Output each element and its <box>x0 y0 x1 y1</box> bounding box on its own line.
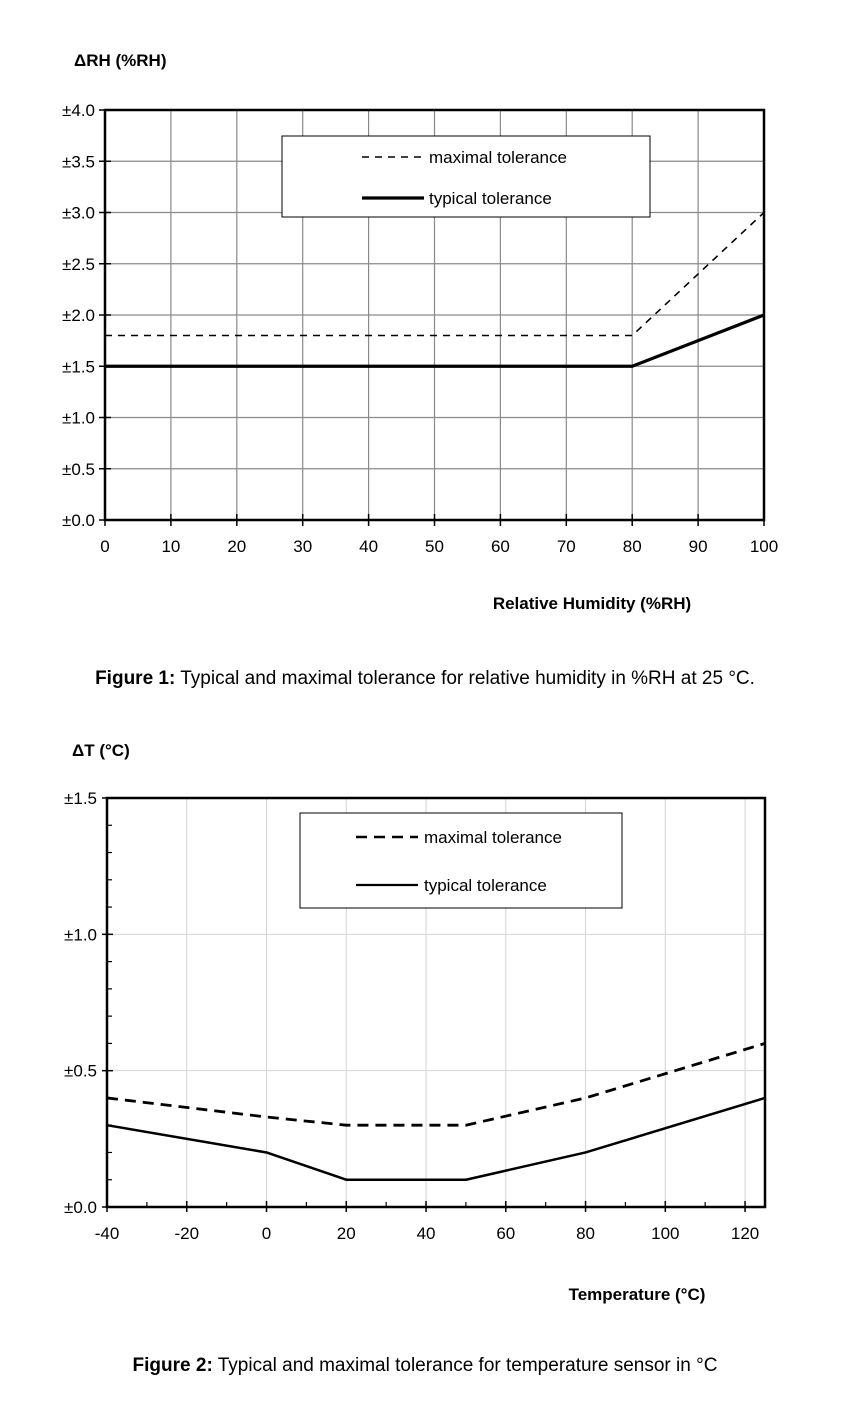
y-tick-label: ±2.5 <box>62 255 95 274</box>
x-tick-label: 0 <box>262 1224 271 1243</box>
y-tick-label: ±4.0 <box>62 101 95 120</box>
y-tick-label: ±0.0 <box>62 511 95 530</box>
figure-2-legend: maximal tolerance typical tolerance <box>299 812 623 909</box>
x-tick-label: 70 <box>557 537 576 556</box>
y-tick-label: ±0.5 <box>64 1062 97 1081</box>
typical-tolerance-line <box>105 313 765 368</box>
figure-1-legend: maximal tolerance typical tolerance <box>281 135 651 218</box>
figure-2-y-ticks: ±0.0 ±0.5 ±1.0 ±1.5 <box>64 789 113 1217</box>
x-tick-label: 60 <box>496 1224 515 1243</box>
figure-1-series <box>105 211 765 368</box>
y-tick-label: ±0.5 <box>62 460 95 479</box>
figure-1-x-ticks: 0 10 20 30 40 50 60 70 80 90 100 <box>100 514 778 556</box>
x-tick-label: -20 <box>174 1224 199 1243</box>
figure-2-legend-typical-label: typical tolerance <box>424 876 547 895</box>
figure-1-legend-box <box>281 135 651 218</box>
figure-2-caption: Figure 2: Typical and maximal tolerance … <box>0 1355 850 1377</box>
y-tick-label: ±3.0 <box>62 204 95 223</box>
figure-2-caption-text: Typical and maximal tolerance for temper… <box>212 1355 718 1376</box>
x-tick-label: 50 <box>425 537 444 556</box>
figure-1-chart: ΔRH (%RH) ±0.0 ±0.5 ±1.0 ±1.5 ±2.0 ±2.5 ±3.0 ±3… <box>62 51 778 613</box>
x-tick-label: 20 <box>337 1224 356 1243</box>
figure-2-caption-label: Figure 2: <box>132 1355 213 1376</box>
y-tick-label: ±1.0 <box>62 409 95 428</box>
figure-2-plot-frame <box>105 796 767 1209</box>
figure-2-y-axis-title: ΔT (°C) <box>72 741 130 760</box>
x-tick-label: 100 <box>750 537 778 556</box>
figure-2-chart: ΔT (°C) ±0.0 ±0.5 ±1.0 ±1.5 -40 -20 0 20 40 60 80… <box>64 741 767 1304</box>
y-tick-label: ±0.0 <box>64 1198 97 1217</box>
maximal-tolerance-line <box>106 1042 766 1127</box>
figure-1-y-axis-title: ΔRH (%RH) <box>74 51 167 70</box>
figure-1-caption: Figure 1: Typical and maximal tolerance … <box>0 668 850 690</box>
figure-2-x-ticks: -40 -20 0 20 40 60 80 100 120 <box>95 1201 759 1243</box>
typical-tolerance-line <box>106 1096 766 1181</box>
x-tick-label: 20 <box>227 537 246 556</box>
y-tick-label: ±1.5 <box>64 789 97 808</box>
figure-2-legend-maximal-label: maximal tolerance <box>424 828 562 847</box>
maximal-tolerance-line <box>105 211 765 337</box>
figure-2-legend-box <box>299 812 623 909</box>
figure-1-y-ticks: ±0.0 ±0.5 ±1.0 ±1.5 ±2.0 ±2.5 ±3.0 ±3.5 ±4.0 <box>62 101 111 530</box>
y-tick-label: ±1.0 <box>64 925 97 944</box>
x-tick-label: 40 <box>359 537 378 556</box>
figure-1-legend-maximal-label: maximal tolerance <box>429 148 567 167</box>
x-tick-label: 120 <box>731 1224 759 1243</box>
y-tick-label: ±2.0 <box>62 306 95 325</box>
figure-1-caption-text: Typical and maximal tolerance for relati… <box>175 668 755 689</box>
x-tick-label: -40 <box>95 1224 120 1243</box>
x-tick-label: 0 <box>100 537 109 556</box>
x-tick-label: 60 <box>491 537 510 556</box>
y-tick-label: ±3.5 <box>62 152 95 171</box>
x-tick-label: 40 <box>417 1224 436 1243</box>
figure-1-caption-label: Figure 1: <box>95 668 176 689</box>
x-tick-label: 90 <box>689 537 708 556</box>
figure-2-series <box>106 1042 766 1181</box>
figure-1-legend-typical-label: typical tolerance <box>429 189 552 208</box>
x-tick-label: 10 <box>161 537 180 556</box>
figure-2-x-axis-title: Temperature (°C) <box>569 1285 706 1304</box>
x-tick-label: 100 <box>651 1224 679 1243</box>
x-tick-label: 80 <box>623 537 642 556</box>
y-tick-label: ±1.5 <box>62 357 95 376</box>
figure-1-x-axis-title: Relative Humidity (%RH) <box>493 594 691 613</box>
x-tick-label: 80 <box>576 1224 595 1243</box>
x-tick-label: 30 <box>293 537 312 556</box>
